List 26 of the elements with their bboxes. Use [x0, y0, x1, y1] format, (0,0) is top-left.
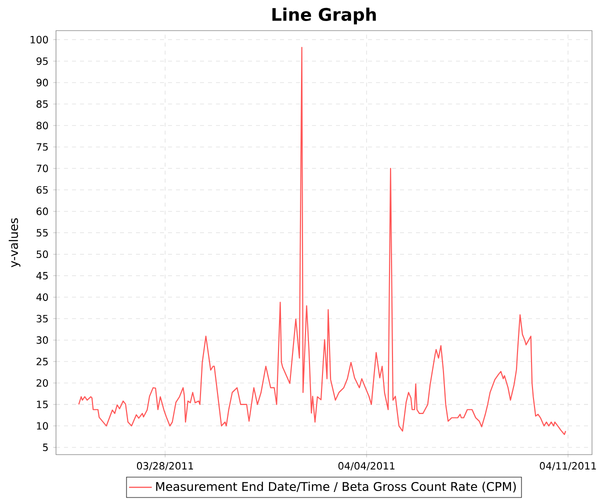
x-tick-label: 04/11/2011 — [540, 462, 596, 470]
y-tick-label: 40 — [36, 293, 48, 301]
y-tick-label: 45 — [36, 272, 48, 280]
y-tick-label: 85 — [36, 100, 48, 108]
y-tick-label: 35 — [36, 314, 48, 322]
y-tick-label: 70 — [36, 164, 48, 172]
chart-title: Line Graph — [272, 8, 376, 24]
y-tick-label: 65 — [36, 186, 48, 194]
y-tick-label: 15 — [37, 400, 48, 408]
x-tick-label: 04/04/2011 — [338, 462, 394, 470]
y-tick-label: 30 — [36, 336, 48, 344]
y-tick-label: 20 — [36, 379, 48, 387]
y-tick-label: 80 — [36, 122, 48, 130]
y-tick-label: 90 — [36, 78, 48, 86]
y-tick-label: 5 — [43, 444, 48, 452]
y-tick-label: 75 — [36, 143, 48, 151]
y-tick-label: 100 — [30, 36, 48, 44]
y-tick-label: 50 — [36, 250, 48, 258]
legend-label: Measurement End Date/Time / Beta Gross Count Rate (CPM) — [156, 482, 516, 492]
y-axis-title: y-values — [8, 218, 20, 268]
y-tick-label: 25 — [36, 358, 48, 366]
y-tick-label: 10 — [37, 422, 48, 430]
y-tick-label: 60 — [36, 208, 48, 216]
x-tick-label: 03/28/2011 — [136, 462, 193, 470]
y-tick-label: 55 — [36, 229, 48, 237]
y-tick-label: 95 — [36, 57, 48, 65]
